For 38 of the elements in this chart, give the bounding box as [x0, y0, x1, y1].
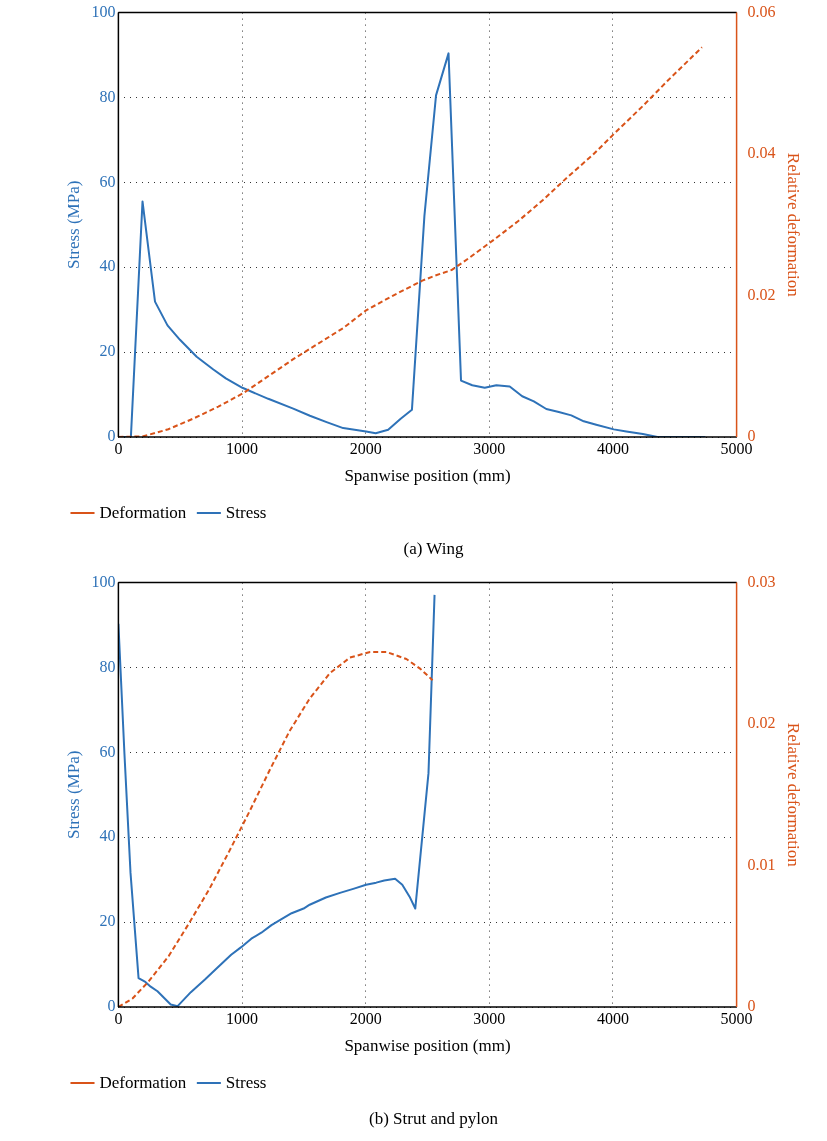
y-tick-label: 20 — [99, 912, 116, 930]
legend-label: Deformation — [99, 1072, 187, 1092]
y2-tick-label: 0.02 — [747, 714, 776, 732]
y-tick-label: 100 — [91, 572, 116, 590]
x-tick-label: 4000 — [596, 439, 629, 457]
text: (a) Wing — [403, 539, 464, 559]
y-tick-label: 80 — [99, 657, 116, 675]
y-tick-label: 40 — [99, 827, 116, 845]
y2-tick-label: 0.02 — [747, 285, 776, 303]
x-axis-title: Spanwise position (mm) — [344, 465, 511, 485]
x-tick-label: 2000 — [349, 1009, 382, 1027]
x-tick-label: 2000 — [349, 439, 382, 457]
y2-tick-label: 0.04 — [747, 144, 776, 162]
y-axis-title: Stress (MPa) — [63, 750, 83, 839]
y2-axis-title: Relative deformation — [784, 722, 804, 868]
y-axis-title: Stress (MPa) — [63, 180, 83, 269]
legend-label: Stress — [225, 502, 267, 522]
legend-label: Deformation — [99, 502, 187, 522]
y2-tick-label: 0.01 — [747, 855, 776, 873]
x-tick-label: 4000 — [596, 1009, 629, 1027]
y-tick-label: 60 — [99, 172, 116, 190]
y-tick-label: 0 — [107, 427, 116, 445]
x-tick-label: 1000 — [226, 1009, 259, 1027]
x-tick-label: 3000 — [473, 1009, 506, 1027]
text: (b) Strut and pylon — [369, 1109, 499, 1129]
y2-axis-title: Relative deformation — [784, 152, 804, 298]
y-tick-label: 0 — [107, 997, 116, 1015]
x-tick-label: 3000 — [473, 439, 506, 457]
y2-tick-label: 0.03 — [747, 572, 776, 590]
x-axis-title: Spanwise position (mm) — [344, 1035, 511, 1055]
y-tick-label: 80 — [99, 87, 116, 105]
y-tick-label: 60 — [99, 742, 116, 760]
x-tick-label: 1000 — [226, 439, 259, 457]
y-tick-label: 100 — [91, 2, 116, 20]
y2-tick-label: 0.06 — [747, 2, 776, 20]
legend-label: Stress — [225, 1072, 267, 1092]
y-tick-label: 20 — [99, 342, 116, 360]
y-tick-label: 40 — [99, 257, 116, 275]
